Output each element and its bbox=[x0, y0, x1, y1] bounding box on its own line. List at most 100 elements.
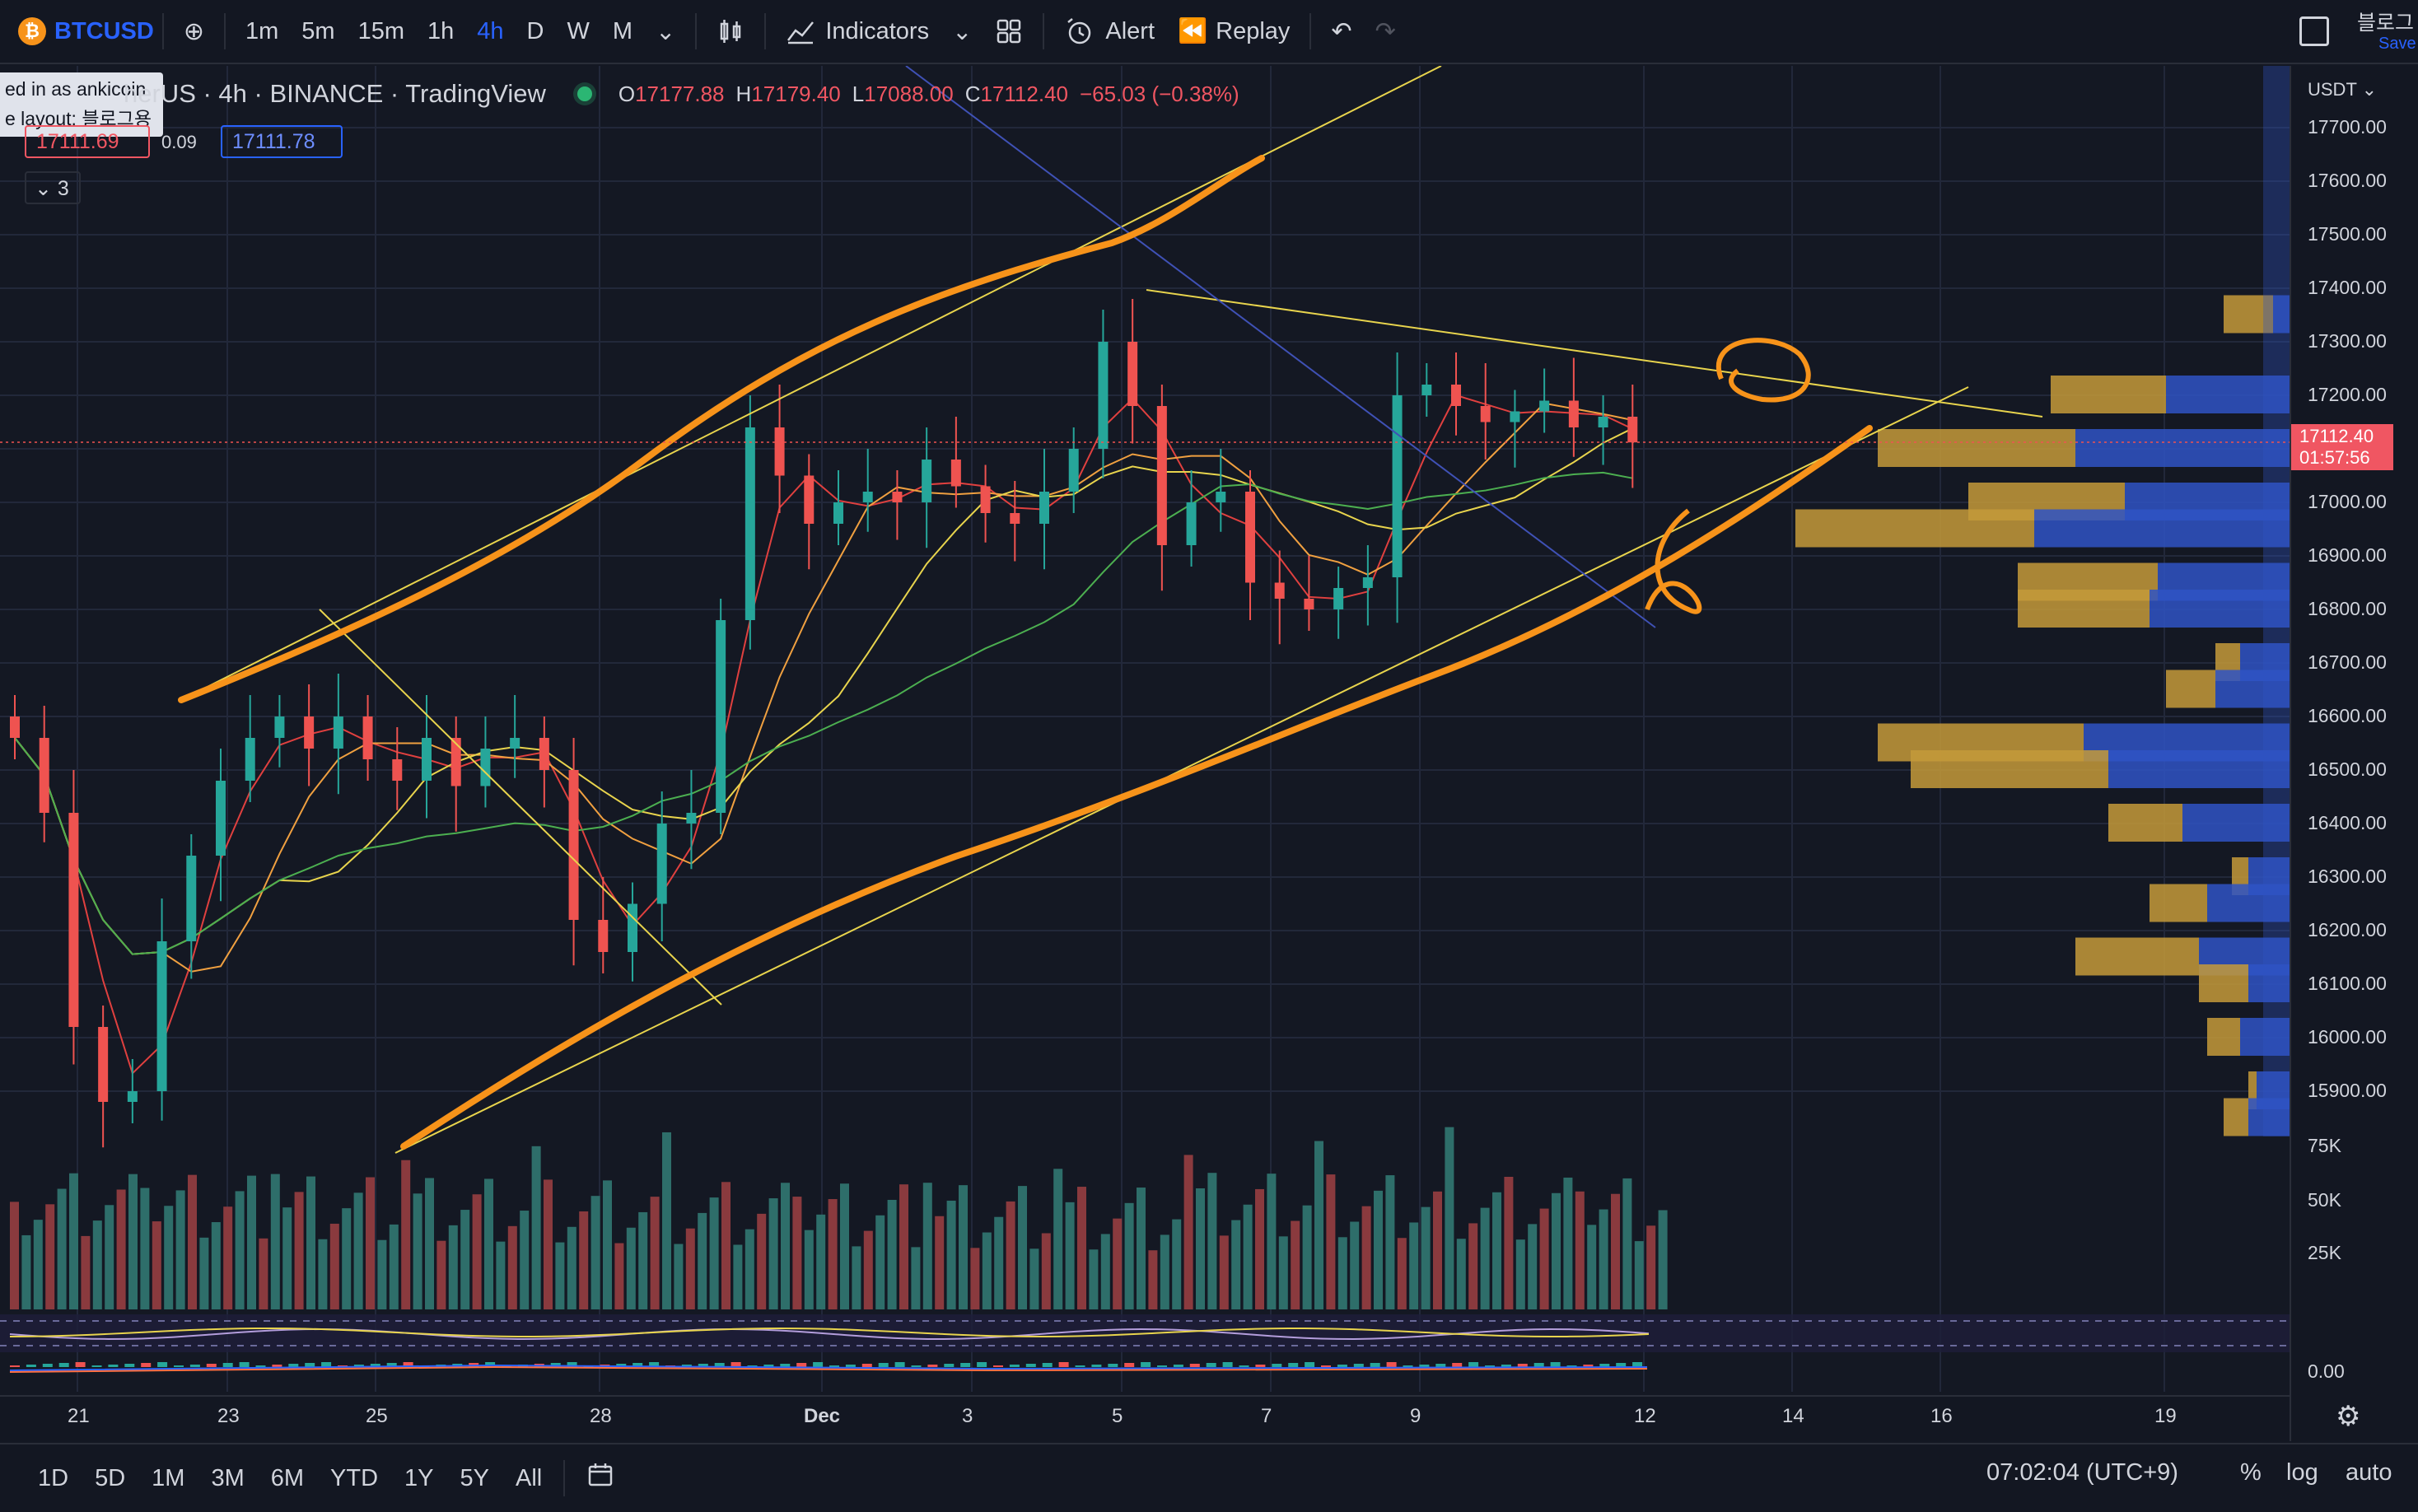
toolbar-divider bbox=[764, 13, 767, 49]
volume-bar bbox=[1302, 1205, 1312, 1309]
volume-profile-up-bar bbox=[2215, 670, 2290, 708]
volume-scale-label: 50K bbox=[2308, 1189, 2341, 1211]
volume-profile-up-bar bbox=[2248, 964, 2290, 1002]
chart-line-icon bbox=[787, 21, 815, 44]
range-all[interactable]: All bbox=[516, 1464, 543, 1491]
volume-bar bbox=[567, 1226, 576, 1309]
candle-body bbox=[1539, 400, 1550, 412]
indicator-count: 3 bbox=[57, 177, 69, 200]
account-menu[interactable]: 블로그 bbox=[2357, 12, 2415, 35]
candle-body bbox=[716, 620, 726, 813]
price-chart[interactable] bbox=[0, 66, 2290, 1441]
calendar-icon[interactable] bbox=[573, 1461, 628, 1496]
range-3m[interactable]: 3M bbox=[211, 1464, 245, 1491]
macd-histogram-bar bbox=[189, 1365, 200, 1367]
range-5y[interactable]: 5Y bbox=[460, 1464, 490, 1491]
time-tick-label: 5 bbox=[1112, 1405, 1123, 1427]
symbol-search-button[interactable]: BTCUSD bbox=[54, 17, 154, 44]
alert-button[interactable]: Alert bbox=[1053, 0, 1166, 63]
candle-body bbox=[1627, 417, 1638, 443]
toolbar-divider bbox=[1309, 13, 1312, 49]
sell-price-button[interactable]: 17111.69 bbox=[25, 125, 150, 158]
square-icon[interactable] bbox=[2299, 16, 2329, 46]
chevron-down-icon[interactable]: ⌄ bbox=[952, 18, 973, 45]
auto-scale-toggle[interactable]: auto bbox=[2346, 1459, 2392, 1486]
volume-bar bbox=[436, 1240, 446, 1309]
gear-icon[interactable]: ⚙ bbox=[2336, 1401, 2361, 1432]
volume-bar bbox=[116, 1189, 126, 1309]
macd-histogram-bar bbox=[796, 1363, 807, 1367]
volume-bar bbox=[555, 1242, 565, 1309]
range-1d[interactable]: 1D bbox=[38, 1464, 69, 1491]
volume-bar bbox=[223, 1206, 233, 1309]
time-axis[interactable]: 21 23 25 28 Dec 3 5 7 9 12 14 16 19 ⚙ bbox=[0, 1395, 2360, 1441]
volume-bar bbox=[1041, 1233, 1051, 1309]
volume-bar bbox=[175, 1190, 185, 1309]
volume-bar bbox=[959, 1185, 968, 1309]
interval-d[interactable]: D bbox=[526, 17, 544, 44]
candle-body bbox=[1333, 588, 1344, 609]
candles-icon[interactable] bbox=[705, 0, 756, 63]
macd-histogram-bar bbox=[1239, 1365, 1249, 1367]
redo-icon[interactable]: ↷ bbox=[1375, 17, 1396, 45]
buy-price-button[interactable]: 17111.78 bbox=[221, 125, 343, 158]
range-1y[interactable]: 1Y bbox=[404, 1464, 434, 1491]
grid-icon[interactable] bbox=[983, 0, 1034, 63]
undo-icon[interactable]: ↶ bbox=[1331, 17, 1352, 45]
macd-histogram-bar bbox=[1321, 1365, 1331, 1367]
price-tick-label: 17200.00 bbox=[2308, 384, 2387, 405]
plus-circle-icon[interactable]: ⊕ bbox=[183, 17, 204, 45]
volume-bar bbox=[579, 1211, 589, 1309]
toolbar-divider bbox=[161, 13, 164, 49]
macd-histogram-bar bbox=[141, 1363, 152, 1367]
chevron-down-icon[interactable]: ⌄ bbox=[656, 18, 676, 45]
volume-bar bbox=[496, 1241, 506, 1309]
range-1m[interactable]: 1M bbox=[152, 1464, 185, 1491]
candle-body bbox=[1010, 513, 1020, 524]
macd-histogram-bar bbox=[26, 1365, 36, 1367]
interval-4h[interactable]: 4h bbox=[477, 17, 504, 44]
collapse-indicators-button[interactable]: ⌄ 3 bbox=[25, 171, 81, 204]
candle-body bbox=[1421, 385, 1432, 395]
clock-timezone[interactable]: 07:02:04 (UTC+9) bbox=[1986, 1459, 2178, 1486]
percent-scale-toggle[interactable]: % bbox=[2240, 1459, 2262, 1486]
range-5d[interactable]: 5D bbox=[95, 1464, 126, 1491]
volume-bar bbox=[1160, 1234, 1169, 1309]
currency-selector[interactable]: USDT ⌄ bbox=[2308, 79, 2378, 100]
save-button[interactable]: Save bbox=[2378, 35, 2416, 53]
drawings[interactable] bbox=[0, 66, 2290, 1154]
replay-button[interactable]: ⏪ Replay bbox=[1166, 0, 1301, 63]
volume-bar bbox=[1219, 1235, 1229, 1309]
price-tick-label: 16000.00 bbox=[2308, 1026, 2387, 1048]
interval-1h[interactable]: 1h bbox=[427, 17, 455, 44]
interval-1m[interactable]: 1m bbox=[245, 17, 279, 44]
interval-15m[interactable]: 15m bbox=[357, 17, 404, 44]
price-scale[interactable]: USDT ⌄ 17700.00 17600.00 17500.00 17400.00 1… bbox=[2290, 66, 2418, 1441]
interval-m[interactable]: M bbox=[612, 17, 633, 44]
price-tick-label: 16900.00 bbox=[2308, 544, 2387, 566]
volume-bar bbox=[1006, 1201, 1015, 1309]
volume-profile-up-bar bbox=[2240, 1018, 2290, 1056]
range-ytd[interactable]: YTD bbox=[330, 1464, 379, 1491]
candle-body bbox=[392, 759, 403, 781]
indicators-button[interactable]: Indicators bbox=[774, 0, 941, 63]
volume-bar bbox=[1468, 1223, 1478, 1309]
macd-histogram-bar bbox=[763, 1365, 774, 1367]
volume-bar bbox=[816, 1214, 826, 1309]
moving-average-line bbox=[14, 394, 1633, 1076]
chart-pane[interactable] bbox=[0, 66, 2290, 1441]
volume-bar bbox=[164, 1206, 174, 1309]
macd-histogram-bar bbox=[1452, 1363, 1463, 1367]
alert-label: Alert bbox=[1105, 17, 1155, 44]
interval-5m[interactable]: 5m bbox=[301, 17, 335, 44]
range-6m[interactable]: 6M bbox=[270, 1464, 305, 1491]
volume-bar bbox=[982, 1232, 992, 1309]
macd-histogram-bar bbox=[370, 1364, 380, 1367]
interval-w[interactable]: W bbox=[567, 17, 590, 44]
volume-bar bbox=[1409, 1222, 1419, 1309]
legend-title[interactable]: herUS · 4h · BINANCE · TradingView bbox=[124, 79, 546, 108]
macd-histogram-bar bbox=[58, 1363, 69, 1367]
log-scale-toggle[interactable]: log bbox=[2286, 1459, 2318, 1486]
rewind-icon: ⏪ bbox=[1178, 18, 1208, 44]
price-tick-label: 16100.00 bbox=[2308, 973, 2387, 994]
